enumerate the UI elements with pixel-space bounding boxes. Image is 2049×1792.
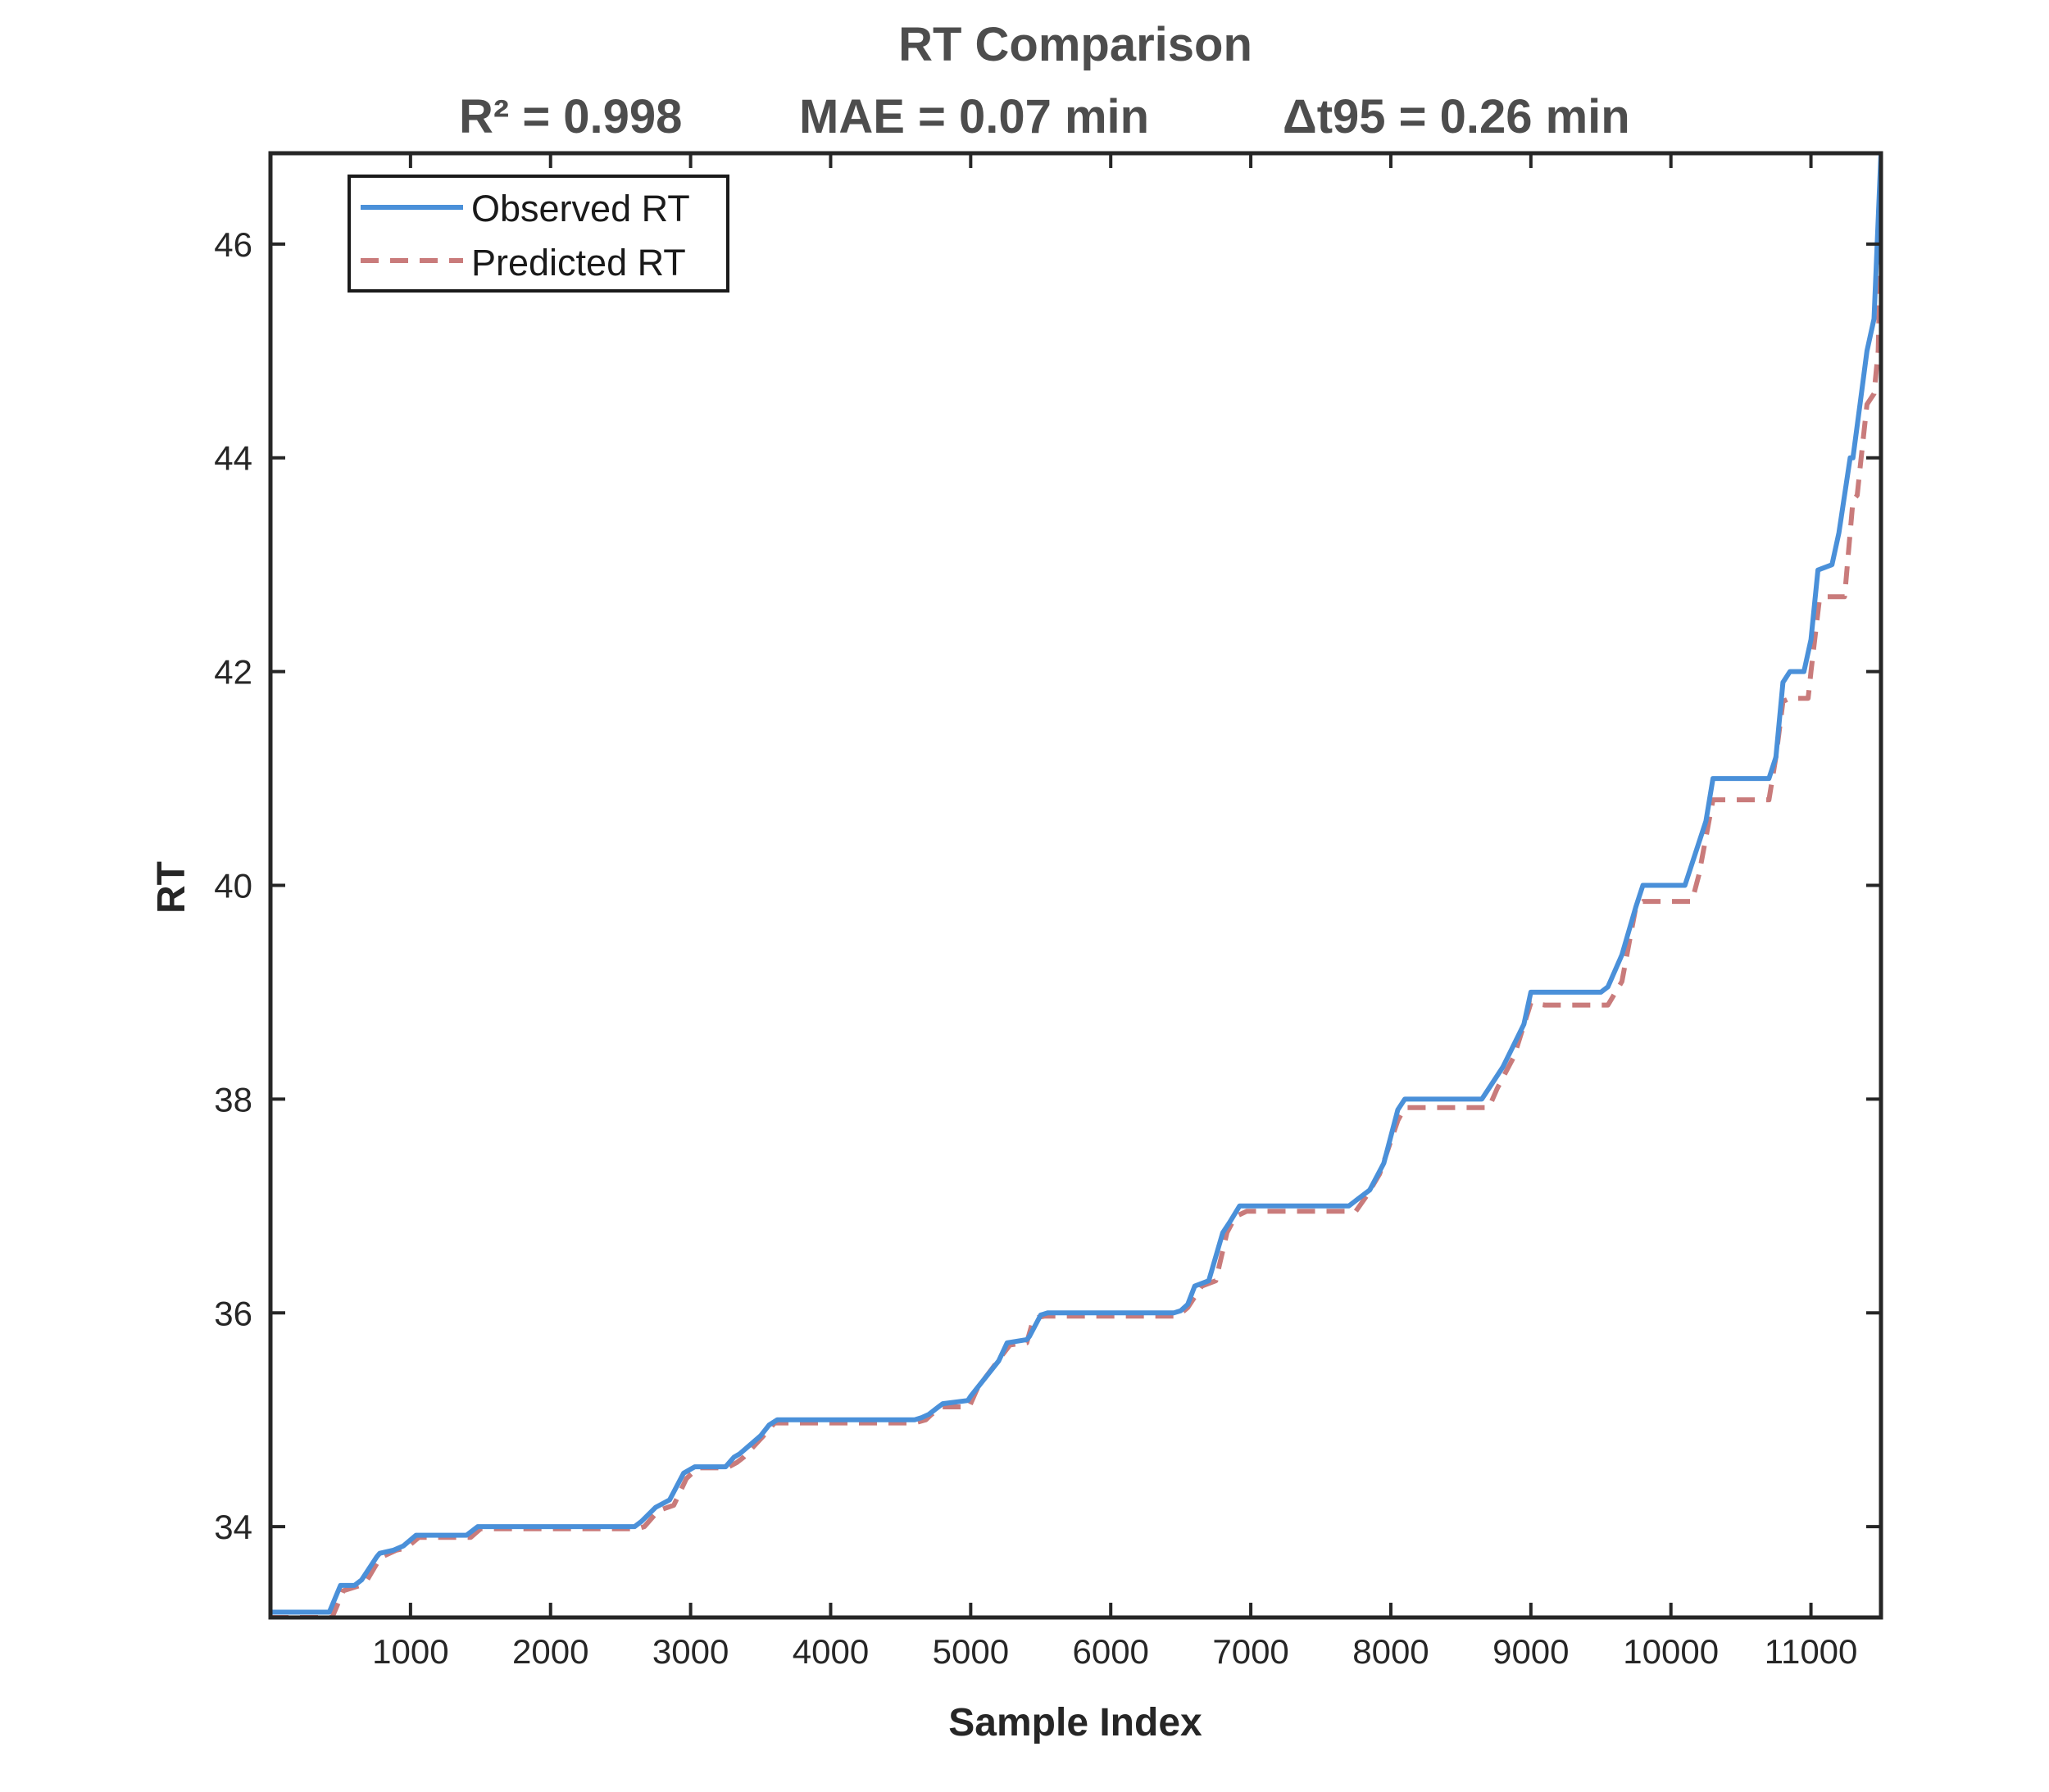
x-tick-label: 4000 (793, 1632, 869, 1671)
y-tick-label: 40 (214, 867, 252, 905)
chart-subtitle-r2: R² = 0.998 (459, 90, 682, 143)
chart-title: RT Comparison (898, 18, 1252, 71)
y-tick-label: 38 (214, 1080, 252, 1118)
x-tick-label: 6000 (1072, 1632, 1148, 1671)
y-tick-label: 46 (214, 225, 252, 264)
y-axis-label: RT (150, 861, 193, 914)
legend: Observed RT Predicted RT (348, 175, 729, 293)
plot-frame (268, 151, 1883, 1620)
x-tick-label: 11000 (1765, 1632, 1858, 1671)
x-tick-label: 8000 (1352, 1632, 1429, 1671)
x-tick-label: 3000 (652, 1632, 729, 1671)
legend-label-observed: Observed RT (471, 188, 690, 229)
legend-box (348, 175, 729, 293)
y-tick-label: 42 (214, 653, 252, 692)
series-line-predicted-rt (270, 222, 1881, 1617)
y-tick-label: 34 (214, 1508, 252, 1546)
legend-label-predicted: Predicted RT (471, 242, 686, 284)
y-tick-label: 44 (214, 439, 252, 478)
x-tick-label: 5000 (933, 1632, 1009, 1671)
x-tick-label: 9000 (1492, 1632, 1569, 1671)
x-tick-label: 1000 (372, 1632, 448, 1671)
chart-subtitle-mae: MAE = 0.07 min (799, 90, 1149, 143)
ticks-layer: 1000 2000 3000 4000 5000 6000 7000 8000 9000 1000… (214, 153, 1881, 1671)
x-tick-label: 2000 (512, 1632, 588, 1671)
chart-subtitle-dt95: Δt95 = 0.26 min (1283, 90, 1630, 143)
y-tick-label: 36 (214, 1294, 252, 1332)
x-axis-label: Sample Index (948, 1701, 1202, 1744)
x-tick-label: 7000 (1212, 1632, 1288, 1671)
series-line-observed-rt (270, 153, 1881, 1615)
series-layer (270, 153, 1881, 1617)
x-tick-label: 10000 (1623, 1632, 1719, 1671)
